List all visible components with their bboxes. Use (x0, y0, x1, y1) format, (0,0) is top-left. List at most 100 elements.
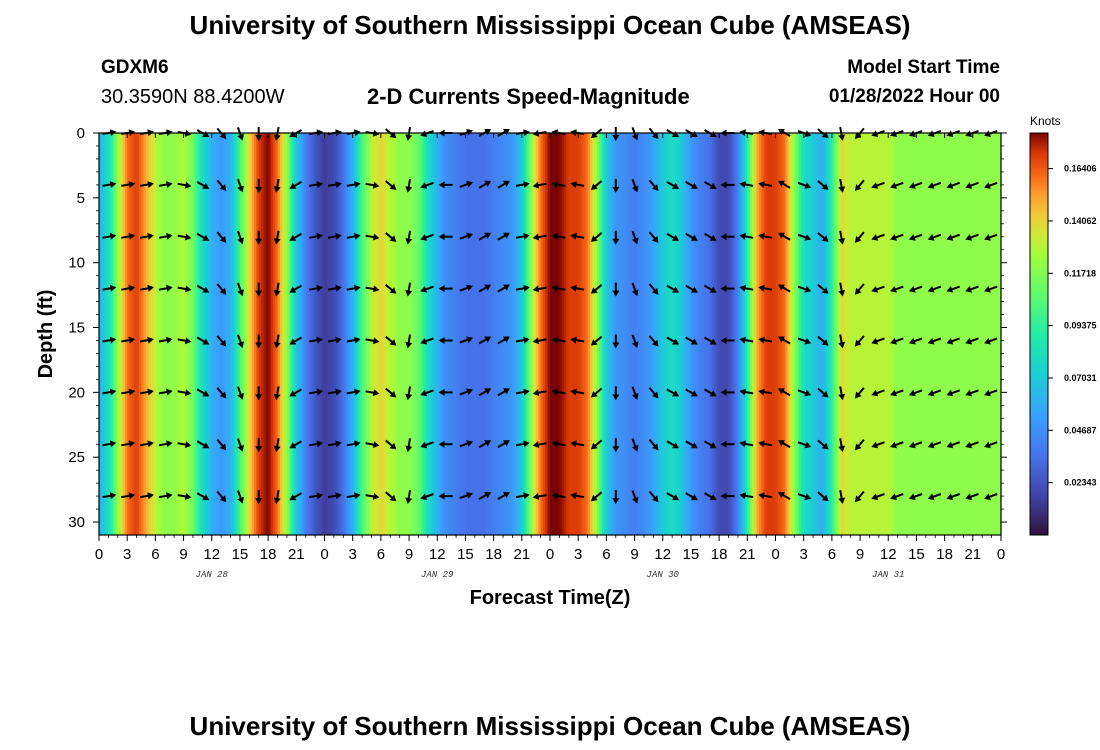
heatmap-cell (860, 133, 864, 535)
current-arrow (590, 180, 603, 190)
current-arrow (438, 285, 453, 293)
current-arrow (289, 284, 302, 293)
heatmap-cell (181, 133, 185, 535)
heatmap-cell (622, 133, 626, 535)
heatmap-cell (145, 133, 149, 535)
heatmap-cell (686, 133, 690, 535)
current-arrow (797, 337, 812, 345)
current-arrow (927, 181, 942, 189)
heatmap-cell (968, 133, 972, 535)
heatmap-cell (383, 133, 387, 535)
heatmap-cell (526, 133, 530, 535)
current-arrow (346, 232, 361, 240)
current-arrow (854, 231, 865, 243)
x-tick-label: 9 (179, 546, 187, 563)
heatmap-cell (942, 133, 946, 535)
heatmap-cell (554, 133, 558, 535)
current-arrow (666, 388, 680, 397)
colorbar-tick-label: 0.11718 (1064, 268, 1096, 278)
current-arrow (908, 389, 923, 397)
x-tick-label: 0 (546, 546, 554, 563)
heatmap-cell (604, 133, 607, 535)
current-arrow (946, 493, 961, 501)
current-arrow (648, 231, 659, 243)
x-tick-label: 21 (513, 546, 530, 563)
heatmap-cell (697, 133, 701, 535)
current-arrow (984, 233, 998, 241)
heatmap-cell (301, 133, 304, 535)
heatmap-cell (784, 133, 788, 535)
heatmap-cell (674, 133, 678, 535)
heatmap-cell (867, 133, 871, 535)
current-arrow (758, 388, 773, 396)
heatmap-cell (700, 133, 704, 535)
heatmap-cell (265, 133, 269, 535)
current-arrow (385, 232, 397, 242)
current-arrow (121, 336, 136, 344)
current-arrow (177, 285, 192, 293)
heatmap-cell (366, 133, 370, 535)
heatmap-cell (141, 133, 145, 535)
current-arrow (648, 283, 659, 295)
current-arrow (570, 492, 585, 500)
heatmap-cell (892, 133, 896, 535)
heatmap-cell (542, 133, 546, 535)
current-arrow (459, 232, 473, 240)
heatmap-cell (690, 133, 694, 535)
current-arrow (965, 389, 979, 397)
x-tick-label: 12 (429, 546, 446, 563)
heatmap-cell (216, 133, 220, 535)
heatmap-cell (932, 133, 936, 535)
current-arrow (532, 181, 547, 189)
current-arrow (685, 336, 698, 345)
heatmap-cell (651, 133, 654, 535)
current-arrow (327, 232, 342, 240)
heatmap-cell (658, 133, 661, 535)
chart-subtitle: 2-D Currents Speed-Magnitude (367, 84, 690, 109)
heatmap-cell (789, 133, 793, 535)
heatmap-cell (402, 133, 405, 535)
heatmap-cell (911, 133, 915, 535)
current-arrow (139, 492, 154, 500)
heatmap-cell (254, 133, 257, 535)
current-arrow (817, 180, 829, 190)
current-arrow (102, 336, 117, 344)
current-arrow (478, 284, 492, 293)
heatmap-cell (568, 133, 572, 535)
heatmap-cell (484, 133, 488, 535)
heatmap-cell (284, 133, 288, 535)
heatmap-cell (629, 133, 633, 535)
heatmap-cell (921, 133, 925, 535)
current-arrow (854, 283, 865, 295)
current-arrow (797, 389, 812, 397)
heatmap-cell (547, 133, 551, 535)
heatmap-cell (413, 133, 417, 535)
current-arrow (704, 388, 717, 397)
current-arrow (289, 232, 302, 241)
heatmap-cell (204, 133, 208, 535)
x-tick-label: 6 (377, 546, 385, 563)
current-arrow (365, 493, 380, 500)
current-arrow (236, 490, 244, 504)
current-arrow (984, 441, 998, 449)
x-tick-label: 3 (349, 546, 357, 563)
heatmap-cell (392, 133, 396, 535)
heatmap-cell (939, 133, 943, 535)
current-arrow (273, 386, 281, 401)
x-tick-label: 3 (574, 546, 582, 563)
heatmap-cell (209, 133, 213, 535)
heatmap-cell (683, 133, 687, 535)
current-arrow (890, 441, 904, 449)
current-arrow (739, 492, 754, 500)
current-arrow (309, 181, 323, 188)
heatmap-cell (207, 133, 210, 535)
heatmap-cell (620, 133, 624, 535)
heatmap-cell (239, 133, 243, 535)
heatmap-cell (441, 133, 445, 535)
x-axis: 0 3 6 9 12 15 18 21 0 3 6 9 12 15 18 21 0 3 6 9 12 15 18 21 0 3 6 9… (95, 133, 1005, 580)
heatmap-cell (521, 133, 525, 535)
current-arrow (946, 233, 961, 241)
current-arrow (631, 282, 639, 297)
heatmap-cell (578, 133, 582, 535)
current-arrow (612, 386, 620, 401)
